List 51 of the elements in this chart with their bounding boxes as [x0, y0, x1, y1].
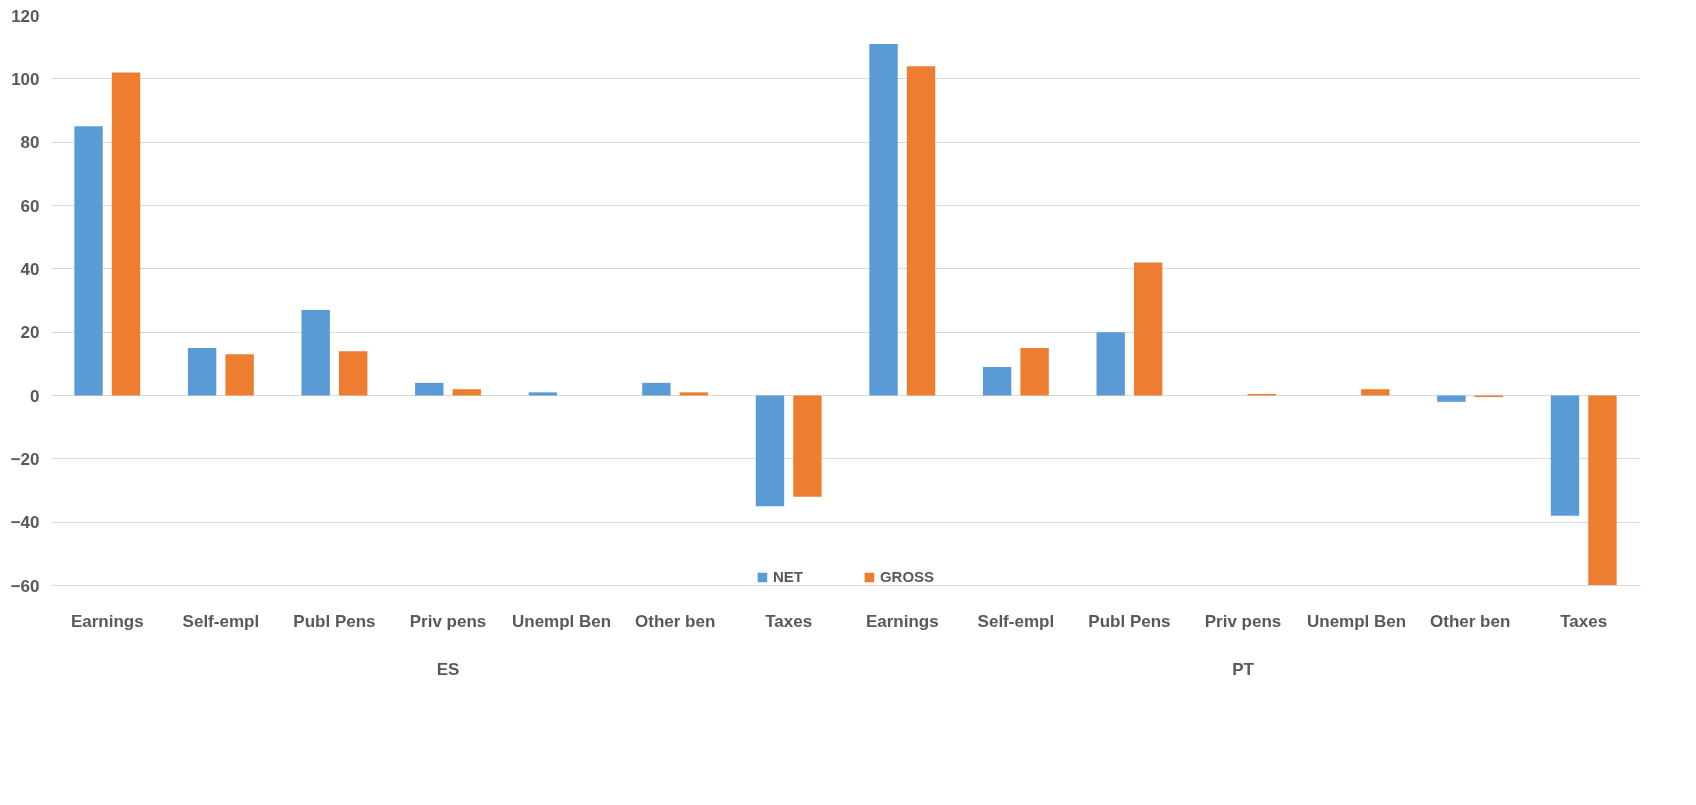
- bar: [869, 44, 898, 396]
- bar: [1550, 395, 1580, 516]
- x-tick-label: Publ Pens: [293, 611, 376, 631]
- y-tick-label: 60: [20, 196, 40, 216]
- bar: [1096, 332, 1125, 396]
- x-tick-label: Other ben: [1430, 611, 1511, 631]
- bar: [187, 348, 217, 396]
- bar: [528, 392, 558, 396]
- bar: [225, 354, 254, 396]
- bar: [1361, 389, 1390, 396]
- bar: [415, 382, 444, 396]
- bar: [1437, 395, 1466, 402]
- text: ES: [436, 659, 460, 679]
- y-tick-label: 0: [30, 386, 40, 406]
- x-tick-label: Taxes: [765, 611, 813, 631]
- bar: [1588, 395, 1617, 586]
- y-tick-label: 100: [11, 69, 40, 89]
- bar: [982, 367, 1012, 396]
- x-tick-label: Taxes: [1560, 611, 1608, 631]
- legend-label: NET: [772, 568, 803, 585]
- bar: [301, 310, 330, 396]
- x-tick-label: Unempl Ben: [511, 611, 612, 631]
- bar: [111, 72, 141, 396]
- bar: [906, 66, 936, 396]
- bar: [338, 351, 368, 396]
- bar: [1133, 262, 1163, 396]
- y-tick-label: −40: [10, 513, 40, 533]
- y-tick-label: 120: [11, 6, 40, 26]
- x-tick-label: Priv pens: [1204, 611, 1282, 631]
- x-tick-label: Priv pens: [409, 611, 487, 631]
- bar: [452, 389, 481, 396]
- y-tick-label: 80: [20, 133, 40, 153]
- bar: [74, 126, 103, 396]
- x-tick-label: Publ Pens: [1088, 611, 1171, 631]
- x-tick-label: Self-empl: [977, 611, 1055, 631]
- bar: [642, 382, 671, 396]
- x-tick-label: Earnings: [865, 611, 939, 631]
- y-tick-label: 20: [20, 323, 40, 343]
- x-tick-label: Other ben: [635, 611, 716, 631]
- x-tick-label: Self-empl: [182, 611, 260, 631]
- y-tick-label: −20: [10, 449, 40, 469]
- legend-label: GROSS: [879, 568, 935, 585]
- bar: [1020, 348, 1049, 396]
- bar: [755, 395, 785, 507]
- y-tick-label: 40: [20, 259, 40, 279]
- bar: [679, 392, 709, 396]
- y-tick-label: −60: [10, 576, 40, 596]
- text: PT: [1232, 659, 1255, 679]
- bar: [793, 395, 822, 497]
- x-tick-label: Earnings: [70, 611, 144, 631]
- x-tick-label: Unempl Ben: [1306, 611, 1407, 631]
